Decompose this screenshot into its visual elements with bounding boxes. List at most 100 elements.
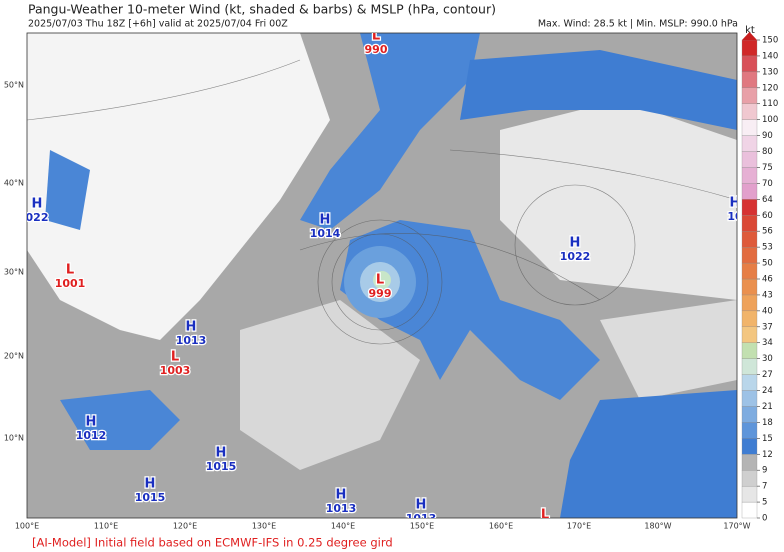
colorbar-tick-label: 150 bbox=[762, 36, 778, 46]
colorbar-segment bbox=[741, 470, 758, 487]
colorbar-tick-label: 70 bbox=[762, 179, 773, 189]
colorbar-tick-label: 64 bbox=[762, 195, 773, 205]
center-value: 1013 bbox=[326, 502, 357, 515]
colorbar-arrow bbox=[742, 32, 757, 40]
colorbar-tick-label: 24 bbox=[762, 386, 773, 396]
colorbar-unit: kt bbox=[745, 25, 755, 36]
colorbar-tick-label: 12 bbox=[762, 450, 773, 460]
center-type: H bbox=[145, 477, 156, 492]
colorbar-segment bbox=[741, 374, 758, 391]
lat-label: 40°N bbox=[4, 179, 24, 188]
lon-label: 110°E bbox=[94, 522, 118, 531]
colorbar-segment bbox=[741, 199, 758, 216]
colorbar-segment bbox=[741, 246, 758, 264]
colorbar-segment bbox=[741, 135, 758, 152]
colorbar-tick-label: 130 bbox=[762, 67, 778, 77]
colorbar-tick-label: 21 bbox=[762, 402, 773, 412]
colorbar-tick-label: 30 bbox=[762, 354, 773, 364]
colorbar-tick-label: 100 bbox=[762, 115, 778, 125]
center-type: L bbox=[372, 29, 380, 44]
center-type: L bbox=[541, 508, 549, 523]
colorbar-segment bbox=[741, 278, 758, 296]
colorbar-tick-label: 27 bbox=[762, 370, 773, 380]
lat-label: 50°N bbox=[4, 81, 24, 90]
colorbar-tick-label: 50 bbox=[762, 259, 773, 269]
colorbar-segment bbox=[741, 358, 758, 375]
colorbar-segment bbox=[741, 103, 758, 120]
center-type: H bbox=[320, 213, 331, 228]
center-value: 10 bbox=[727, 210, 743, 223]
center-value: 1012 bbox=[76, 429, 107, 442]
center-value: 1015 bbox=[135, 491, 166, 504]
center-type: H bbox=[730, 196, 741, 211]
pressure-centers: L990L999L1001L1003H1014H1022H1013H1012H1… bbox=[26, 29, 743, 525]
colorbar-tick-label: 53 bbox=[762, 243, 773, 253]
center-type: H bbox=[336, 488, 347, 503]
subtitle: 2025/07/03 Thu 18Z [+6h] valid at 2025/0… bbox=[28, 19, 288, 30]
lon-label: 130°E bbox=[252, 522, 276, 531]
colorbar-tick-label: 60 bbox=[762, 211, 773, 221]
center-type: H bbox=[186, 320, 197, 335]
colorbar-segment bbox=[741, 39, 758, 57]
colorbar-segment bbox=[741, 183, 758, 200]
colorbar-segment bbox=[741, 151, 758, 168]
colorbar-tick-label: 7 bbox=[762, 482, 767, 492]
center-type: H bbox=[416, 498, 427, 513]
title: Pangu-Weather 10-meter Wind (kt, shaded … bbox=[28, 2, 496, 17]
colorbar-segment bbox=[741, 501, 758, 519]
colorbar-segment bbox=[741, 326, 758, 343]
colorbar-segment bbox=[741, 215, 758, 232]
center-value: 022 bbox=[26, 211, 49, 224]
center-type: L bbox=[171, 350, 179, 365]
lon-label: 120°E bbox=[173, 522, 197, 531]
colorbar-segment bbox=[741, 87, 758, 104]
colorbar-segment bbox=[741, 119, 758, 136]
colorbar-tick-label: 18 bbox=[762, 418, 773, 428]
colorbar-segment bbox=[741, 167, 758, 184]
lon-label: 150°E bbox=[410, 522, 434, 531]
lon-label: 180°W bbox=[644, 522, 671, 531]
colorbar-segment bbox=[741, 454, 758, 471]
colorbar-tick-label: 90 bbox=[762, 131, 773, 141]
center-type: L bbox=[376, 273, 384, 288]
stats: Max. Wind: 28.5 kt | Min. MSLP: 990.0 hP… bbox=[538, 19, 738, 30]
lat-label: 30°N bbox=[4, 268, 24, 277]
lon-label: 140°E bbox=[331, 522, 355, 531]
center-value: 990 bbox=[365, 43, 388, 56]
center-type: H bbox=[32, 197, 43, 212]
colorbar-segment bbox=[741, 406, 758, 423]
colorbar-tick-label: 110 bbox=[762, 99, 778, 109]
colorbar-tick-label: 40 bbox=[762, 306, 773, 316]
center-value: 1013 bbox=[176, 334, 207, 347]
colorbar-segment bbox=[741, 438, 758, 455]
center-value: 1013 bbox=[406, 512, 437, 525]
colorbar-segment bbox=[741, 485, 758, 503]
colorbar-tick-label: 120 bbox=[762, 83, 778, 93]
lon-label: 100°E bbox=[15, 522, 39, 531]
footer-note: [AI-Model] Initial field based on ECMWF-… bbox=[32, 536, 393, 550]
lon-label: 170°E bbox=[567, 522, 591, 531]
colorbar-segment bbox=[741, 262, 758, 280]
colorbar-tick-label: 43 bbox=[762, 290, 773, 300]
colorbar-segment bbox=[741, 342, 758, 359]
colorbar-tick-label: 9 bbox=[762, 466, 767, 476]
colorbar-segment bbox=[741, 231, 758, 248]
lon-label: 160°E bbox=[489, 522, 513, 531]
center-value: 1003 bbox=[160, 364, 191, 377]
center-value: 1014 bbox=[310, 227, 341, 240]
colorbar-tick-label: 34 bbox=[762, 338, 773, 348]
lon-label: 170°W bbox=[723, 522, 750, 531]
center-type: H bbox=[86, 415, 97, 430]
colorbar-segment bbox=[741, 71, 758, 88]
colorbar-tick-label: 80 bbox=[762, 147, 773, 157]
colorbar-tick-label: 75 bbox=[762, 163, 773, 173]
colorbar-tick-label: 46 bbox=[762, 275, 773, 285]
colorbar-tick-label: 37 bbox=[762, 322, 773, 332]
center-type: L bbox=[66, 263, 74, 278]
map-area bbox=[27, 33, 737, 518]
colorbar-segment bbox=[741, 390, 758, 407]
colorbar-segment bbox=[741, 310, 758, 327]
center-value: 1001 bbox=[55, 277, 86, 290]
